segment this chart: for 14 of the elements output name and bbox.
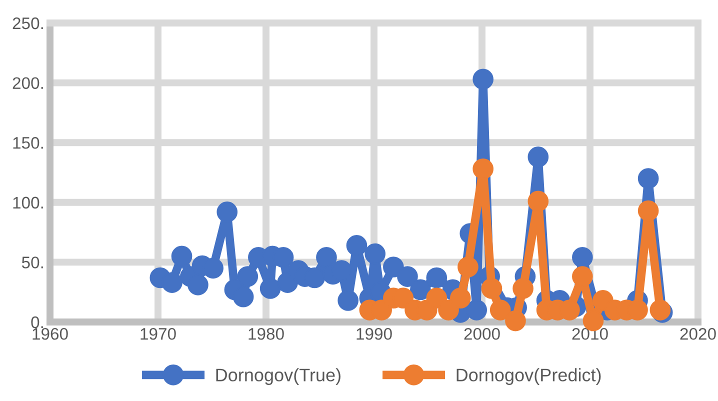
x-tick-label: 2000 xyxy=(464,328,500,340)
legend-label: Dornogov(True) xyxy=(216,368,340,385)
y-tick-label: 250. xyxy=(12,17,43,30)
y-tick-label: 50. xyxy=(22,256,43,268)
y-tick-label: 0. xyxy=(31,316,43,328)
y-tick-label: 150. xyxy=(13,137,43,149)
x-tick-label: 1960 xyxy=(32,328,68,340)
y-tick-label: 100. xyxy=(13,196,43,209)
x-tick-label: 1980 xyxy=(248,328,284,340)
y-tick-label: 200. xyxy=(12,77,43,90)
legend-label: Dornogov(Predict) xyxy=(456,368,601,385)
x-tick-label: 1990 xyxy=(356,328,392,340)
x-tick-label: 2020 xyxy=(680,328,716,340)
x-tick-label: 1970 xyxy=(140,328,176,340)
